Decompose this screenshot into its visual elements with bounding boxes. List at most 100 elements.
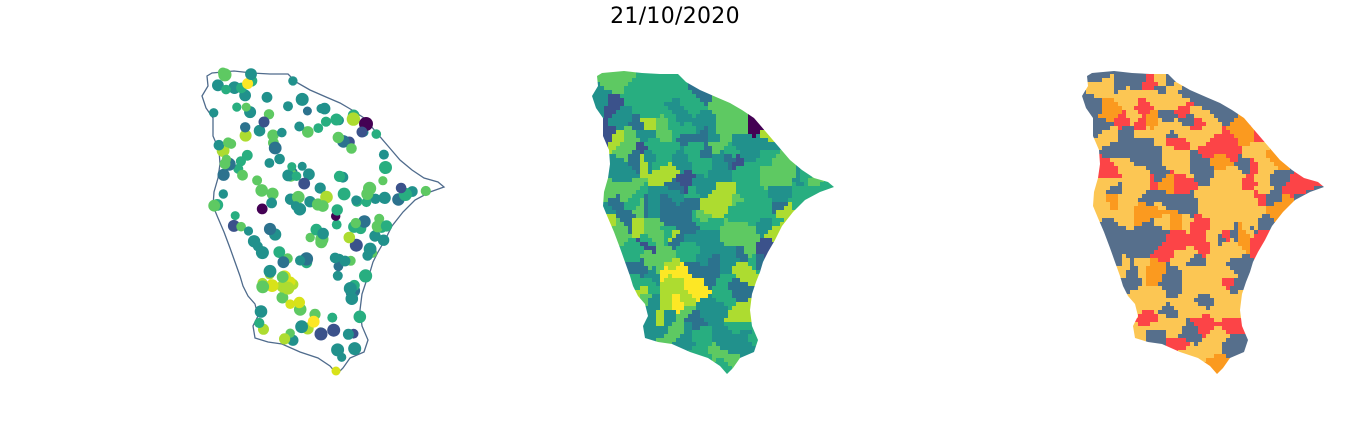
municipality-point [255, 184, 268, 197]
municipality-point [349, 238, 363, 252]
municipality-point [268, 141, 282, 155]
municipality-point [380, 220, 393, 232]
municipality-point [218, 68, 232, 82]
municipality-point [230, 211, 240, 221]
municipality-point [302, 126, 314, 138]
municipality-point [292, 190, 305, 204]
choropleth-regions [592, 71, 834, 374]
municipality-point [263, 109, 275, 120]
municipality-point [276, 271, 289, 283]
municipality-point [254, 317, 265, 329]
municipality-point [371, 220, 384, 233]
municipality-point [333, 170, 346, 182]
municipality-point [276, 291, 289, 304]
choropleth-map-panel [592, 71, 834, 374]
municipality-point [264, 158, 275, 168]
municipality-point [353, 310, 367, 324]
municipality-point [265, 279, 279, 292]
municipality-point [256, 203, 268, 215]
municipality-point [343, 231, 356, 244]
municipality-point [342, 328, 354, 340]
municipality-point [294, 121, 305, 132]
municipality-point [212, 79, 224, 92]
municipality-point [298, 177, 311, 190]
municipality-point [307, 315, 320, 328]
municipality-point [263, 264, 277, 278]
municipality-point [209, 108, 219, 118]
municipality-point [346, 143, 357, 154]
municipality-point [371, 129, 382, 139]
municipality-point [295, 320, 308, 334]
municipality-point [339, 255, 351, 267]
municipality-point [327, 312, 338, 323]
municipality-point [302, 106, 312, 116]
municipality-point [377, 234, 390, 246]
municipality-point [345, 292, 359, 306]
municipality-point [285, 299, 296, 310]
municipality-point [277, 256, 290, 269]
municipality-point [363, 242, 377, 256]
municipality-point [239, 129, 252, 142]
municipality-point [378, 149, 389, 160]
municipality-point [266, 187, 279, 200]
municipality-point [281, 281, 295, 295]
municipality-point [252, 175, 263, 186]
municipality-point [331, 343, 345, 357]
municipality-point [346, 112, 361, 126]
municipality-point [223, 137, 234, 148]
categorical-regions [1082, 71, 1324, 374]
municipality-point [369, 230, 381, 242]
municipality-point [287, 162, 297, 172]
municipality-point [314, 182, 326, 194]
municipality-point [282, 169, 295, 182]
municipality-point [279, 333, 291, 345]
point-map-panel [201, 67, 446, 376]
municipality-point [332, 270, 343, 281]
municipality-point [241, 149, 253, 161]
municipality-point [290, 201, 301, 211]
municipality-point [317, 227, 329, 240]
municipality-point [332, 131, 344, 144]
municipality-point [283, 101, 293, 112]
municipality-point [314, 327, 328, 341]
municipality-point [331, 366, 341, 376]
municipality-point [378, 191, 391, 204]
municipality-point [274, 153, 285, 165]
municipality-point [263, 222, 277, 236]
municipality-point [254, 305, 268, 318]
municipality-point [379, 161, 392, 174]
municipality-point [337, 187, 351, 201]
municipality-point [331, 219, 342, 230]
municipality-point [420, 185, 431, 197]
municipality-point [242, 78, 254, 90]
municipality-point [329, 252, 341, 264]
figure-title: 21/10/2020 [610, 4, 740, 29]
municipality-point [295, 92, 309, 106]
municipality-point [236, 221, 246, 232]
municipality-point [213, 139, 225, 151]
municipality-point [237, 169, 248, 181]
municipality-point [351, 195, 361, 206]
municipality-point [221, 154, 232, 164]
municipality-point [255, 246, 269, 260]
municipality-point [218, 189, 228, 199]
municipality-point [358, 215, 371, 228]
municipality-point [316, 200, 329, 212]
municipality-point [343, 282, 357, 295]
municipality-point [303, 168, 315, 181]
municipality-point [356, 126, 368, 138]
municipality-point [291, 171, 302, 181]
municipality-point [293, 296, 305, 309]
municipality-point [245, 68, 257, 80]
municipality-point [297, 161, 307, 171]
municipality-point [330, 113, 343, 126]
municipality-point [350, 217, 361, 229]
municipality-point [288, 76, 298, 86]
municipality-point [217, 168, 230, 181]
municipality-point [243, 226, 254, 236]
municipality-point [327, 323, 341, 337]
municipality-point [305, 232, 315, 243]
municipality-point [221, 84, 231, 95]
municipality-point [295, 255, 306, 266]
